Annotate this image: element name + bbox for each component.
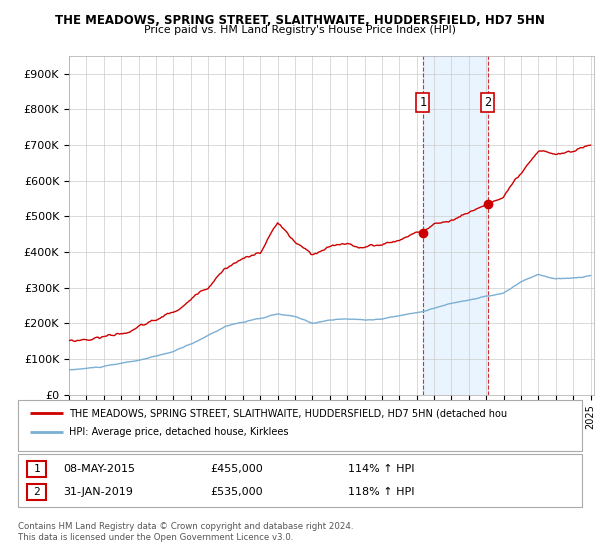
Text: 118% ↑ HPI: 118% ↑ HPI — [348, 487, 415, 497]
Text: 2: 2 — [484, 96, 491, 109]
Text: 2: 2 — [33, 487, 40, 497]
Text: 31-JAN-2019: 31-JAN-2019 — [63, 487, 133, 497]
Text: Contains HM Land Registry data © Crown copyright and database right 2024.: Contains HM Land Registry data © Crown c… — [18, 522, 353, 531]
Text: THE MEADOWS, SPRING STREET, SLAITHWAITE, HUDDERSFIELD, HD7 5HN (detached hou: THE MEADOWS, SPRING STREET, SLAITHWAITE,… — [69, 408, 507, 418]
Text: 1: 1 — [419, 96, 427, 109]
Text: 114% ↑ HPI: 114% ↑ HPI — [348, 464, 415, 474]
Text: This data is licensed under the Open Government Licence v3.0.: This data is licensed under the Open Gov… — [18, 533, 293, 542]
Text: HPI: Average price, detached house, Kirklees: HPI: Average price, detached house, Kirk… — [69, 427, 289, 437]
Text: Price paid vs. HM Land Registry's House Price Index (HPI): Price paid vs. HM Land Registry's House … — [144, 25, 456, 35]
Bar — [423, 56, 488, 395]
Text: £455,000: £455,000 — [210, 464, 263, 474]
Text: THE MEADOWS, SPRING STREET, SLAITHWAITE, HUDDERSFIELD, HD7 5HN: THE MEADOWS, SPRING STREET, SLAITHWAITE,… — [55, 14, 545, 27]
Text: 08-MAY-2015: 08-MAY-2015 — [63, 464, 135, 474]
Text: 1: 1 — [33, 464, 40, 474]
Text: £535,000: £535,000 — [210, 487, 263, 497]
